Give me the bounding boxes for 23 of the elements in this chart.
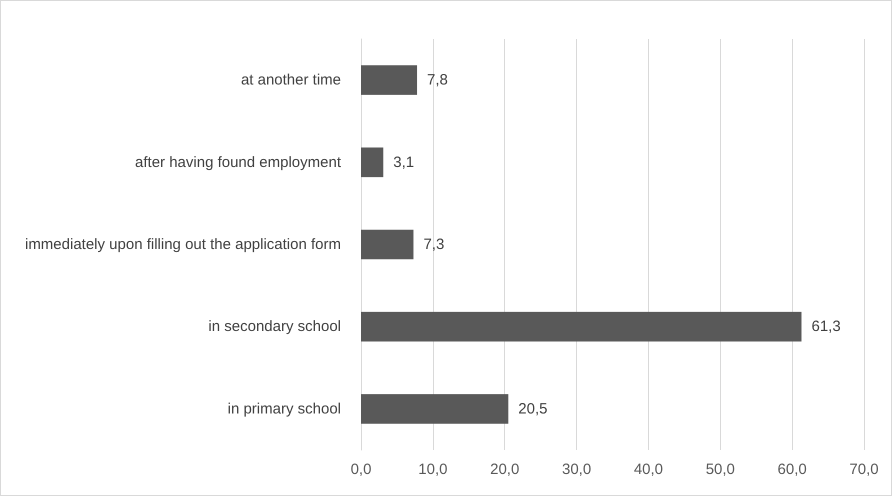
- data-label: 61,3: [811, 318, 841, 336]
- x-tick-label: 10,0: [418, 461, 448, 478]
- x-tick-label: 50,0: [706, 461, 735, 478]
- bar: [361, 394, 508, 424]
- x-tick-label: 30,0: [562, 461, 592, 478]
- y-tick-label: immediately upon filling out the application form: [24, 236, 341, 253]
- y-tick-label: in secondary school: [208, 318, 341, 336]
- bar: [361, 312, 802, 342]
- bar: [361, 230, 414, 260]
- x-tick-label: 60,0: [778, 461, 807, 478]
- y-tick-label: after having found employment: [135, 154, 342, 171]
- y-tick-label: in primary school: [228, 400, 341, 418]
- y-tick-label: at another time: [240, 72, 341, 89]
- data-label: 7,3: [423, 236, 444, 253]
- data-label: 20,5: [518, 400, 548, 418]
- data-label: 3,1: [393, 154, 414, 171]
- bar: [361, 65, 418, 95]
- x-tick-label: 20,0: [490, 461, 520, 478]
- data-label: 7,8: [427, 72, 448, 89]
- bar: [361, 148, 384, 178]
- x-tick-label: 0,0: [350, 461, 372, 478]
- x-tick-label: 40,0: [634, 461, 664, 478]
- x-tick-label: 70,0: [849, 461, 879, 478]
